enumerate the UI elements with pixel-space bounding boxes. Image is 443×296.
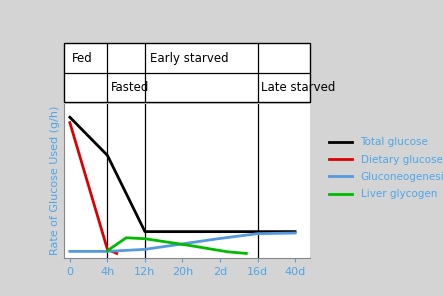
Text: Early starved: Early starved [150,52,229,65]
Text: Late starved: Late starved [261,81,336,94]
FancyBboxPatch shape [64,43,310,102]
Y-axis label: Rate of Glucose Used (g/h): Rate of Glucose Used (g/h) [50,106,60,255]
Legend: Total glucose, Dietary glucose, Gluconeogenesis, Liver glycogen: Total glucose, Dietary glucose, Gluconeo… [325,133,443,203]
Text: Fed: Fed [72,52,93,65]
Text: Fasted: Fasted [111,81,149,94]
